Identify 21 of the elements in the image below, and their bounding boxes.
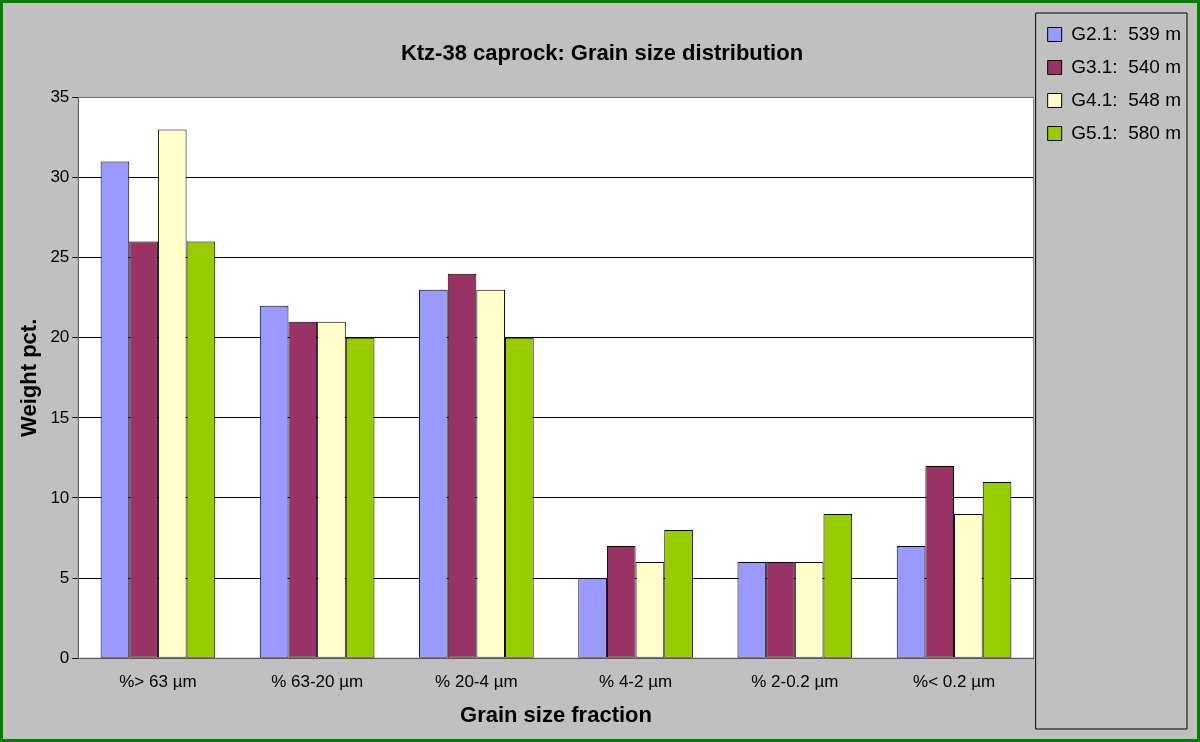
y-tick-label: 10 xyxy=(50,487,70,507)
legend-label: G2.1: 539 m xyxy=(1071,22,1182,44)
y-axis-title: Weight pct. xyxy=(16,318,42,437)
y-tick-label: 20 xyxy=(50,327,70,347)
x-tick-label: % 20-4 µm xyxy=(435,672,518,692)
x-tick-label: % 2-0.2 µm xyxy=(751,672,839,692)
y-tick-label: 15 xyxy=(50,407,70,427)
x-tick-label: % 63-20 µm xyxy=(271,672,364,692)
legend-label: G3.1: 540 m xyxy=(1071,55,1182,77)
y-tick-label: 0 xyxy=(59,647,70,667)
legend-label: G4.1: 548 m xyxy=(1071,88,1182,110)
y-tick-label: 5 xyxy=(59,567,70,587)
x-tick-label: % 4-2 µm xyxy=(599,672,673,692)
y-tick-label: 30 xyxy=(50,167,70,187)
y-tick-label: 35 xyxy=(50,87,70,107)
x-tick-label: %< 0.2 µm xyxy=(913,672,996,692)
x-axis-title: Grain size fraction xyxy=(460,701,652,727)
y-tick-label: 25 xyxy=(50,247,70,267)
x-tick-label: %> 63 µm xyxy=(119,672,197,692)
chart-title: Ktz-38 caprock: Grain size distribution xyxy=(400,40,804,66)
legend-label: G5.1: 580 m xyxy=(1071,121,1182,143)
